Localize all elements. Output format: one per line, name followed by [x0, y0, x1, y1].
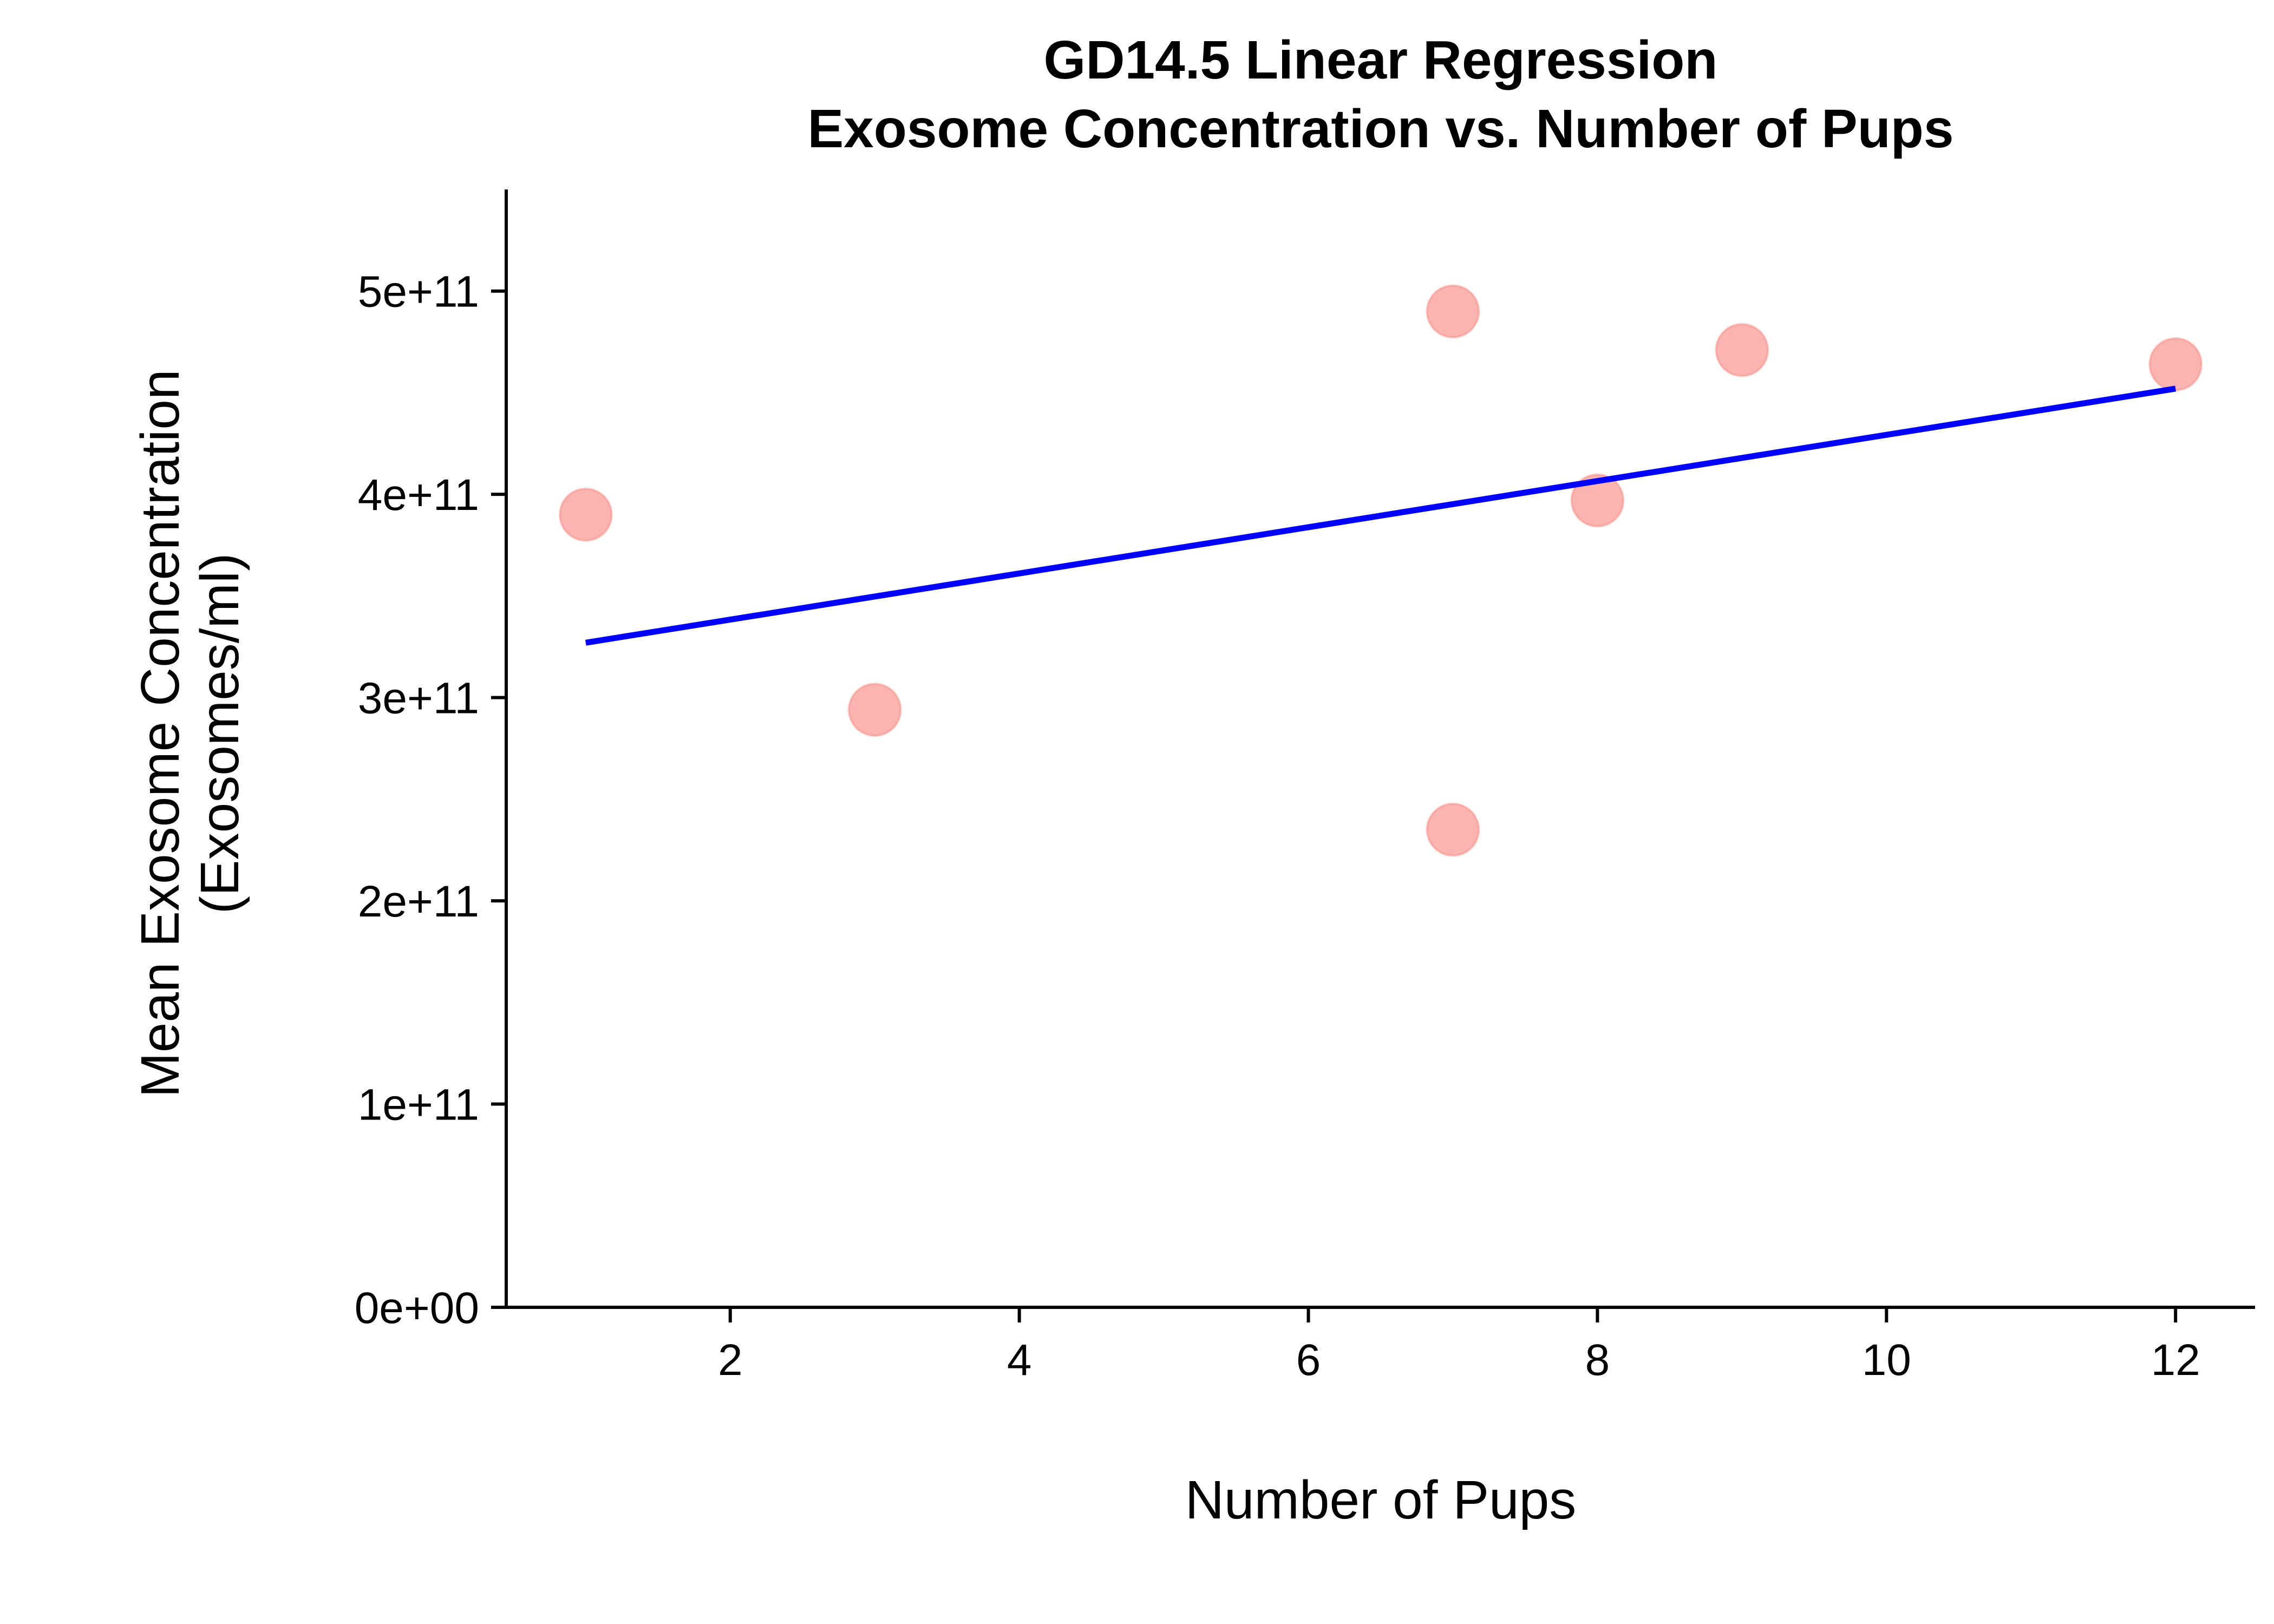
x-tick-label: 8: [1585, 1335, 1610, 1385]
regression-line-layer: [585, 385, 2177, 646]
x-axis: 2 4 6 8 10 12: [506, 1306, 2255, 1385]
y-tick-label: 5e+11: [358, 267, 479, 317]
data-point: [1426, 802, 1480, 857]
x-tick-label: 4: [1007, 1335, 1032, 1385]
y-tick-label: 2e+11: [358, 877, 479, 926]
x-tick-label: 6: [1296, 1335, 1321, 1385]
y-axis-label-line-1: Mean Exosome Concentration: [130, 369, 191, 1097]
y-axis-label-line-2: (Exosomes/ml): [190, 553, 250, 914]
chart-title-line-2: Exosome Concentration vs. Number of Pups: [807, 99, 1953, 159]
x-tick-label: 12: [2151, 1335, 2200, 1385]
y-tick-label: 0e+00: [355, 1284, 479, 1333]
data-point: [1426, 284, 1480, 339]
y-axis: 0e+00 1e+11 2e+11 3e+11 4e+11 5e+11: [355, 189, 508, 1333]
regression-line: [585, 385, 2177, 646]
x-axis-label: Number of Pups: [1185, 1470, 1577, 1530]
y-tick-label: 3e+11: [358, 674, 479, 723]
chart-title-line-1: GD14.5 Linear Regression: [1044, 30, 1718, 90]
points-layer: [558, 284, 2203, 857]
x-tick-label: 2: [718, 1335, 743, 1385]
data-point: [1715, 323, 1769, 377]
data-point: [847, 683, 902, 737]
plot-area: [558, 284, 2203, 857]
x-tick-label: 10: [1862, 1335, 1911, 1385]
data-point: [2148, 337, 2203, 391]
data-point: [558, 487, 613, 542]
data-point: [1570, 473, 1625, 528]
y-tick-label: 4e+11: [358, 470, 479, 520]
y-tick-label: 1e+11: [358, 1081, 479, 1130]
